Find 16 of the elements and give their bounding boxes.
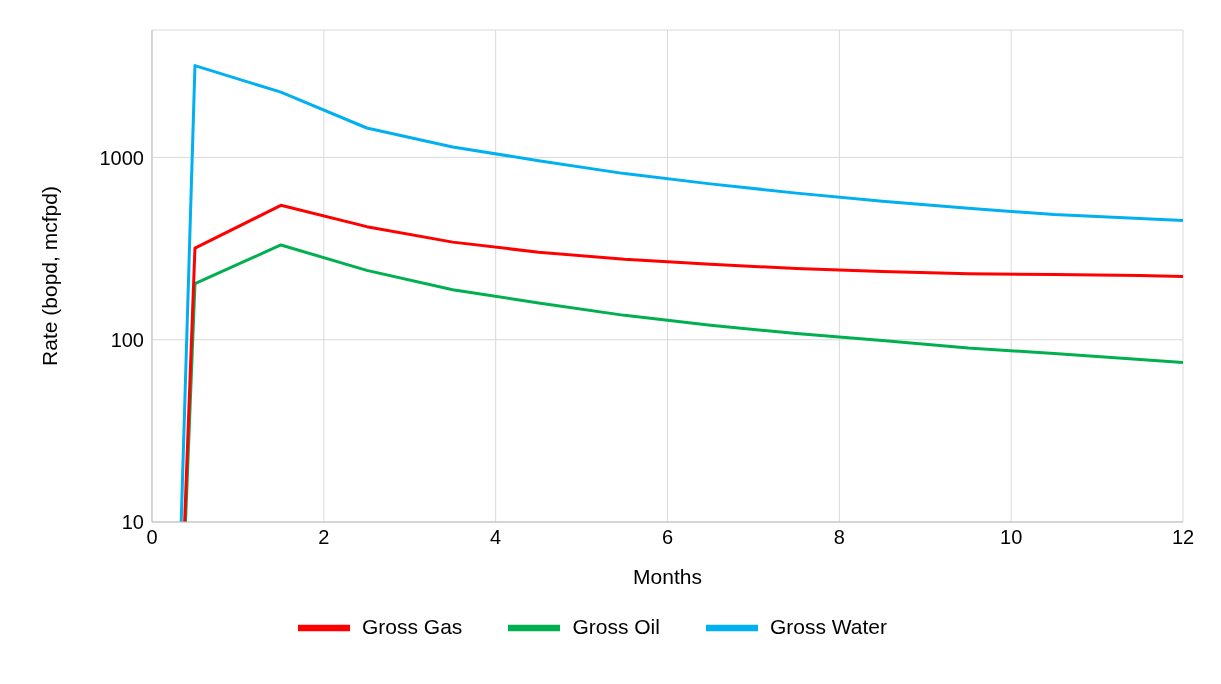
x-tick-label: 10 (1000, 526, 1023, 549)
y-tick-label: 100 (110, 328, 144, 351)
line-series (179, 64, 1183, 522)
x-axis-title: Months (633, 565, 702, 588)
legend-label: Gross Oil (572, 614, 660, 638)
y-tick-label: 1000 (99, 146, 144, 169)
x-tick-label: 12 (1171, 526, 1195, 549)
x-tick-label: 6 (661, 526, 674, 549)
y-axis-title: Rate (bopd, mcfpd) (38, 186, 62, 366)
x-tick-label: 8 (833, 526, 845, 549)
x-tick-label: 4 (490, 526, 502, 549)
x-tick-label: 2 (318, 526, 330, 549)
legend-label: Gross Water (769, 614, 887, 638)
x-tick-label: 0 (146, 526, 158, 549)
legend-label: Gross Gas (362, 614, 463, 638)
y-tick-label: 10 (121, 511, 144, 534)
